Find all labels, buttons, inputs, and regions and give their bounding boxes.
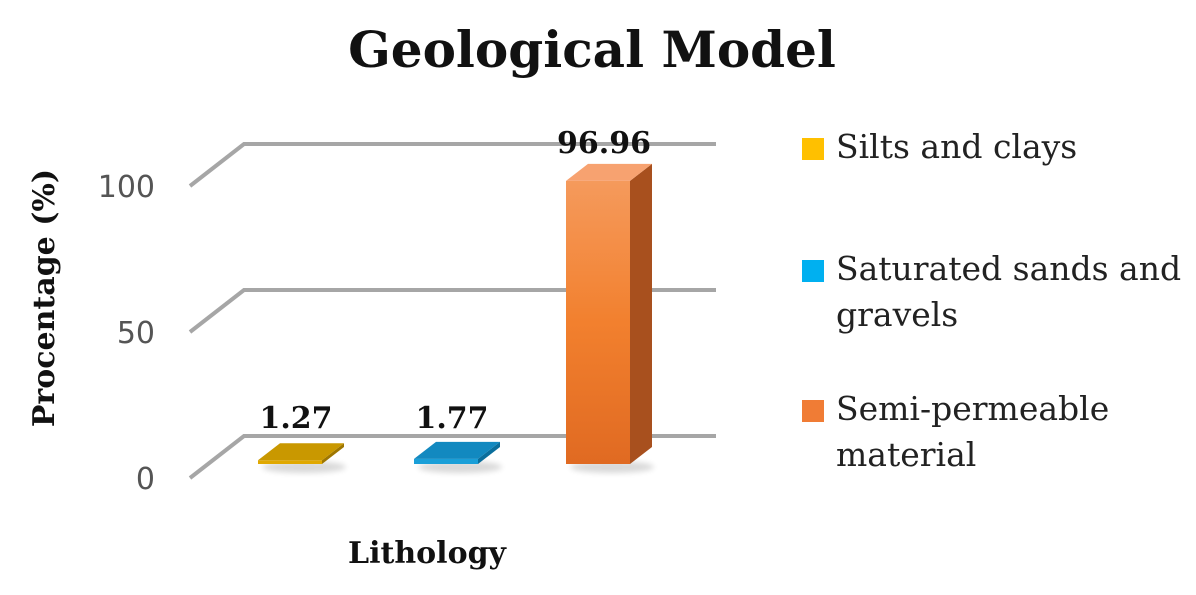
y-tick-label-0: 0 <box>136 462 155 497</box>
bar-front-2 <box>566 180 630 464</box>
y-tick-label-2: 100 <box>98 170 155 205</box>
legend-entry-2: Semi-permeable material <box>802 389 1109 474</box>
gridline-1 <box>188 288 716 334</box>
legend-swatch-1 <box>802 260 824 282</box>
bars <box>258 163 654 473</box>
gridlines <box>188 142 716 480</box>
bar-side-0 <box>322 443 344 464</box>
bar-front-0 <box>258 460 322 464</box>
data-labels: 1.27 1.77 96.96 <box>259 126 651 436</box>
gridline-0 <box>188 434 716 480</box>
chart-title: Geological Model <box>348 20 836 79</box>
bar-side-2 <box>630 163 652 464</box>
y-ticks: 0 50 100 <box>98 170 155 497</box>
legend-label-2-line-0: Semi-permeable <box>836 389 1109 428</box>
legend-label-0-line-0: Silts and clays <box>836 127 1077 166</box>
bar-top-2 <box>566 163 652 181</box>
legend-label-2-line-1: material <box>836 435 976 474</box>
bar-1 <box>414 441 502 473</box>
legend-label-1-line-1: gravels <box>836 295 958 334</box>
bar-2 <box>566 163 654 473</box>
legend-entry-1: Saturated sands and gravels <box>802 249 1181 334</box>
bar-0 <box>258 443 346 473</box>
gridline-2 <box>188 142 716 188</box>
bar-side-1 <box>478 441 500 464</box>
bar-top-1 <box>414 441 500 459</box>
legend: Silts and clays Saturated sands and gravel… <box>802 127 1181 474</box>
y-axis-title: Procentage (%) <box>27 169 62 427</box>
data-label-1: 1.77 <box>415 401 488 436</box>
x-axis-title: Lithology <box>348 536 508 571</box>
legend-entry-0: Silts and clays <box>802 127 1077 166</box>
data-label-0: 1.27 <box>259 401 332 436</box>
data-label-2: 96.96 <box>557 126 651 161</box>
legend-swatch-0 <box>802 138 824 160</box>
legend-swatch-2 <box>802 400 824 422</box>
legend-label-1-line-0: Saturated sands and <box>836 249 1181 288</box>
y-tick-label-1: 50 <box>117 316 155 351</box>
bar-front-1 <box>414 458 478 464</box>
bar-top-0 <box>258 443 344 461</box>
